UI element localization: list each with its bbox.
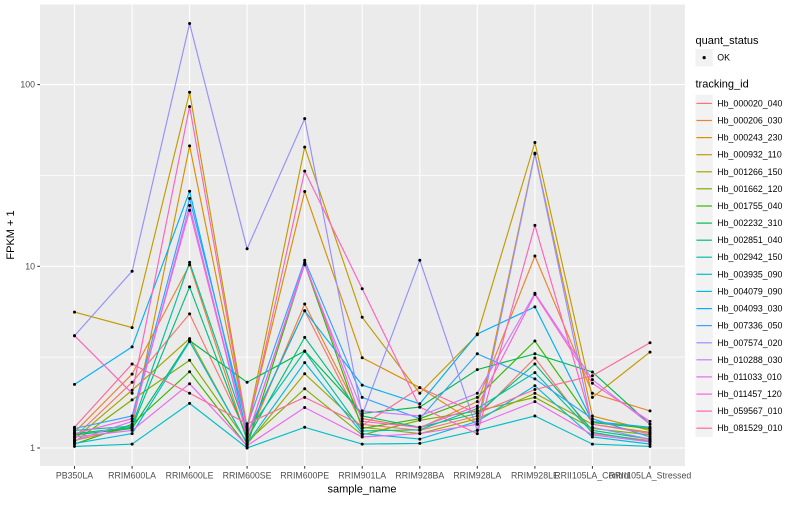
svg-text:quant_status: quant_status (696, 35, 759, 47)
svg-text:Hb_002232_310: Hb_002232_310 (717, 218, 782, 228)
svg-text:sample_name: sample_name (327, 484, 396, 496)
svg-text:RRIM600LE: RRIM600LE (166, 471, 214, 481)
svg-text:Hb_081529_010: Hb_081529_010 (717, 423, 782, 433)
svg-text:1: 1 (30, 443, 35, 453)
svg-text:PB350LA: PB350LA (56, 471, 93, 481)
svg-text:RRII105LA_Control: RRII105LA_Control (554, 471, 630, 481)
svg-text:Hb_007574_020: Hb_007574_020 (717, 338, 782, 348)
svg-text:Hb_004079_090: Hb_004079_090 (717, 286, 782, 296)
svg-text:Hb_001662_120: Hb_001662_120 (717, 184, 782, 194)
svg-text:Hb_001266_150: Hb_001266_150 (717, 167, 782, 177)
svg-text:RRIM928LA: RRIM928LA (453, 471, 501, 481)
svg-text:OK: OK (717, 53, 730, 63)
svg-text:Hb_011033_010: Hb_011033_010 (717, 372, 782, 382)
svg-text:Hb_011457_120: Hb_011457_120 (717, 389, 782, 399)
svg-text:RRIM600SE: RRIM600SE (223, 471, 272, 481)
svg-text:Hb_007336_050: Hb_007336_050 (717, 321, 782, 331)
svg-text:Hb_001755_040: Hb_001755_040 (717, 201, 782, 211)
svg-text:tracking_id: tracking_id (696, 79, 749, 91)
svg-text:Hb_059567_010: Hb_059567_010 (717, 406, 782, 416)
svg-text:Hb_002851_040: Hb_002851_040 (717, 235, 782, 245)
svg-text:RRIM600PE: RRIM600PE (280, 471, 329, 481)
svg-text:Hb_000206_030: Hb_000206_030 (717, 116, 782, 126)
svg-text:Hb_004093_030: Hb_004093_030 (717, 304, 782, 314)
svg-text:Hb_010288_030: Hb_010288_030 (717, 355, 782, 365)
svg-text:10: 10 (25, 261, 35, 271)
svg-text:Hb_002942_150: Hb_002942_150 (717, 252, 782, 262)
svg-text:Hb_003935_090: Hb_003935_090 (717, 269, 782, 279)
svg-text:Hb_000020_040: Hb_000020_040 (717, 98, 782, 108)
svg-text:RRIM928BA: RRIM928BA (395, 471, 444, 481)
svg-text:RRII105LA_Stressed: RRII105LA_Stressed (609, 471, 692, 481)
svg-text:RRIM600LA: RRIM600LA (108, 471, 156, 481)
svg-text:100: 100 (20, 80, 35, 90)
svg-text:FPKM + 1: FPKM + 1 (5, 210, 17, 259)
svg-text:Hb_000243_230: Hb_000243_230 (717, 133, 782, 143)
svg-text:RRIM901LA: RRIM901LA (338, 471, 386, 481)
svg-text:Hb_000932_110: Hb_000932_110 (717, 150, 782, 160)
svg-text:RRIM928LE: RRIM928LE (511, 471, 559, 481)
